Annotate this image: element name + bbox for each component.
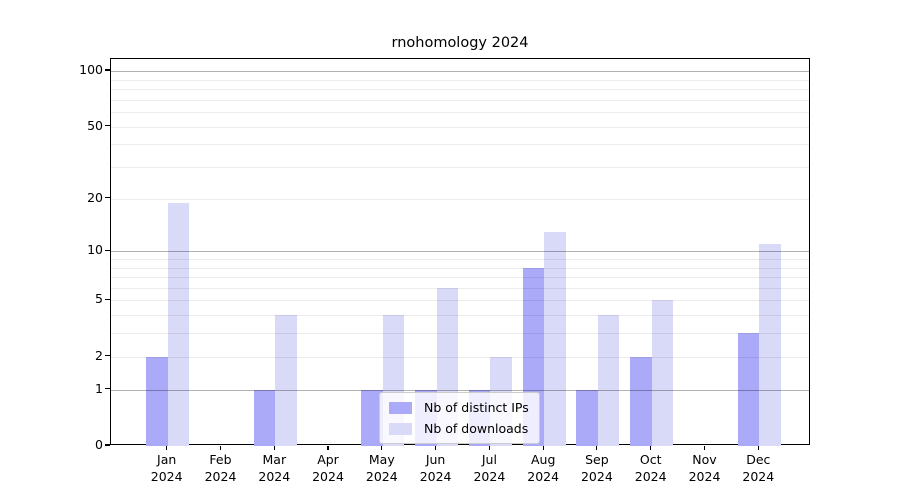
- y-tick-mark-20: [105, 197, 110, 199]
- x-tick-mark-jun: [435, 446, 437, 450]
- bar-distinct-ips-may: [361, 389, 383, 446]
- minor-gridline-80: [111, 88, 809, 90]
- x-tick-label-dec: Dec 2024: [742, 452, 775, 484]
- minor-gridline-40: [111, 144, 809, 146]
- x-tick-label-may: May 2024: [365, 452, 398, 484]
- major-gridline-10: [111, 251, 809, 253]
- y-tick-mark-10: [105, 249, 110, 251]
- legend-item-distinct-ips: Nb of distinct IPs: [389, 397, 529, 418]
- y-tick-label-100: 100: [79, 62, 103, 77]
- minor-gridline-8: [111, 267, 809, 269]
- bar-distinct-ips-jan: [146, 356, 168, 446]
- bar-downloads-mar: [275, 315, 297, 446]
- bar-downloads-jan: [167, 202, 190, 446]
- x-tick-label-sep: Sep 2024: [580, 452, 613, 484]
- y-tick-mark-100: [105, 69, 110, 71]
- bar-downloads-sep: [597, 315, 620, 446]
- bar-distinct-ips-mar: [253, 389, 276, 446]
- downloads-swatch-icon: [389, 422, 412, 435]
- x-tick-label-mar: Mar 2024: [258, 452, 291, 484]
- x-tick-mark-nov: [703, 446, 706, 450]
- legend-item-downloads: Nb of downloads: [389, 418, 529, 439]
- x-tick-mark-feb: [219, 446, 222, 450]
- x-tick-mark-apr: [327, 446, 329, 450]
- bar-distinct-ips-sep: [576, 389, 598, 446]
- x-tick-label-aug: Aug 2024: [527, 452, 560, 484]
- x-tick-mark-dec: [757, 446, 759, 450]
- x-tick-label-jun: Jun 2024: [419, 452, 452, 484]
- y-tick-label-1: 1: [95, 380, 103, 396]
- plot-area: [110, 58, 810, 446]
- x-tick-label-nov: Nov 2024: [688, 452, 721, 484]
- minor-gridline-3: [111, 333, 809, 335]
- minor-gridline-70: [111, 99, 809, 101]
- legend-label-downloads: Nb of downloads: [424, 421, 529, 436]
- y-tick-label-0: 0: [95, 437, 103, 452]
- y-tick-label-2: 2: [95, 347, 103, 363]
- x-tick-mark-sep: [596, 446, 598, 450]
- y-tick-mark-2: [105, 355, 110, 357]
- y-tick-mark-0: [105, 444, 110, 446]
- x-tick-mark-oct: [650, 446, 652, 450]
- minor-gridline-60: [111, 112, 809, 113]
- minor-gridline-2: [111, 356, 809, 358]
- bar-distinct-ips-dec: [737, 333, 760, 446]
- y-tick-mark-5: [105, 298, 110, 300]
- x-tick-label-jul: Jul 2024: [473, 452, 506, 484]
- legend: Nb of distinct IPs Nb of downloads: [379, 392, 540, 444]
- y-tick-label-10: 10: [87, 242, 103, 258]
- x-tick-label-oct: Oct 2024: [634, 452, 667, 484]
- minor-gridline-30: [111, 167, 809, 168]
- x-tick-label-jan: Jan 2024: [150, 452, 183, 484]
- minor-gridline-5: [111, 300, 809, 302]
- minor-gridline-50: [111, 126, 809, 128]
- major-gridline-100: [111, 71, 809, 72]
- y-tick-mark-50: [105, 124, 110, 127]
- y-tick-label-5: 5: [95, 291, 103, 307]
- legend-label-distinct-ips: Nb of distinct IPs: [424, 400, 529, 415]
- x-tick-mark-jan: [166, 446, 168, 450]
- y-tick-mark-1: [105, 388, 110, 390]
- x-tick-mark-may: [381, 446, 383, 450]
- bar-downloads-dec: [759, 244, 781, 446]
- y-tick-label-20: 20: [87, 189, 103, 205]
- chart-title: rnohomology 2024: [391, 35, 529, 51]
- bar-distinct-ips-oct: [630, 356, 652, 446]
- x-tick-mark-aug: [542, 446, 544, 450]
- x-tick-label-apr: Apr 2024: [312, 452, 344, 484]
- bar-downloads-aug: [544, 231, 566, 446]
- major-gridline-1: [111, 389, 809, 391]
- y-tick-label-50: 50: [87, 117, 103, 133]
- minor-gridline-6: [111, 287, 809, 289]
- minor-gridline-9: [111, 258, 809, 260]
- minor-gridline-20: [111, 198, 809, 200]
- distinct-ips-swatch-icon: [389, 401, 412, 414]
- minor-gridline-7: [111, 277, 809, 278]
- minor-gridline-90: [111, 79, 809, 81]
- x-tick-label-feb: Feb 2024: [204, 452, 237, 484]
- minor-gridline-4: [111, 315, 809, 317]
- x-tick-mark-jul: [488, 446, 490, 450]
- x-tick-mark-mar: [273, 446, 275, 450]
- bar-downloads-oct: [651, 300, 674, 446]
